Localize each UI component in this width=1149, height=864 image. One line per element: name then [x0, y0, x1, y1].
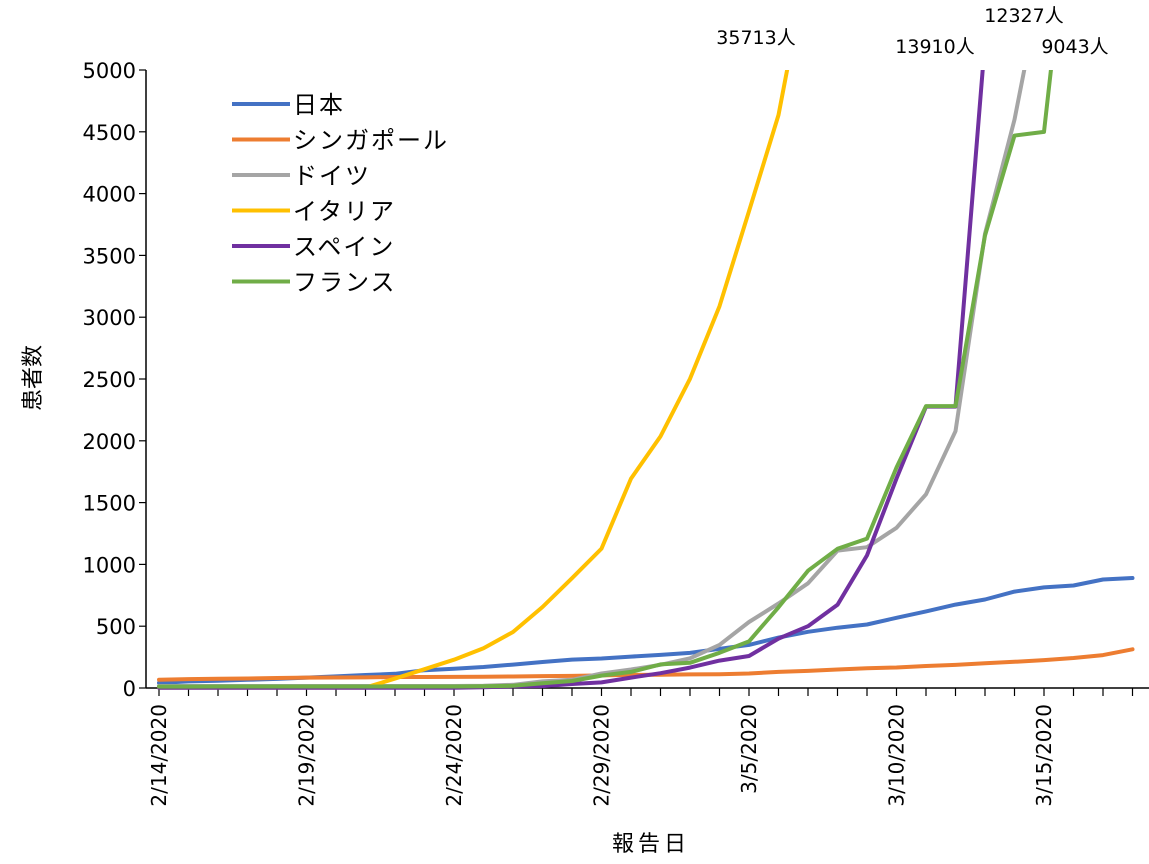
x-tick-label: 2/24/2020 — [442, 704, 466, 807]
series-line — [157, 70, 1027, 688]
x-axis-title: 報告日 — [612, 832, 690, 857]
end-value-label: 9043人 — [1041, 36, 1108, 58]
y-tick-label: 0 — [123, 677, 136, 701]
y-tick-label: 5000 — [83, 59, 136, 83]
x-tick-label: 2/19/2020 — [295, 704, 319, 807]
x-axis: 2/14/2020 2/19/2020 2/24/2020 2/29/2020 3/5/… — [146, 687, 1149, 807]
end-value-annotations: 35713人 13910人 12327人 9043人 — [716, 5, 1108, 58]
legend-label: イタリア — [293, 198, 396, 226]
y-tick-label: 2000 — [83, 430, 136, 454]
y-tick-label: 3500 — [83, 244, 136, 268]
y-tick-label: 500 — [96, 615, 136, 639]
legend-label: シンガポール — [293, 127, 449, 155]
legend-label: ドイツ — [293, 162, 371, 190]
y-tick-label: 4500 — [83, 121, 136, 145]
y-tick-label: 2500 — [83, 368, 136, 392]
legend-label: 日本 — [293, 91, 345, 119]
y-tick-label: 1500 — [83, 492, 136, 516]
x-tick-label: 3/15/2020 — [1032, 704, 1056, 807]
y-axis: 0 500 1000 1500 2000 2500 3000 3500 4000 4500 5000 — [83, 59, 147, 701]
x-tick-label: 2/29/2020 — [590, 704, 614, 807]
y-tick-label: 1000 — [83, 553, 136, 577]
series-line — [157, 70, 1053, 689]
end-value-label: 35713人 — [716, 27, 795, 49]
end-value-label: 13910人 — [895, 36, 974, 58]
end-value-label: 12327人 — [984, 5, 1063, 27]
legend-label: フランス — [293, 269, 397, 297]
y-axis-title: 患者数 — [21, 345, 46, 411]
x-tick-label: 3/5/2020 — [737, 704, 761, 794]
series-lines — [157, 70, 1135, 690]
y-tick-label: 4000 — [83, 183, 136, 207]
legend-label: スペイン — [293, 233, 395, 261]
y-tick-label: 3000 — [83, 306, 136, 330]
x-tick-label: 2/14/2020 — [147, 704, 171, 807]
x-tick-label: 3/10/2020 — [885, 704, 909, 807]
